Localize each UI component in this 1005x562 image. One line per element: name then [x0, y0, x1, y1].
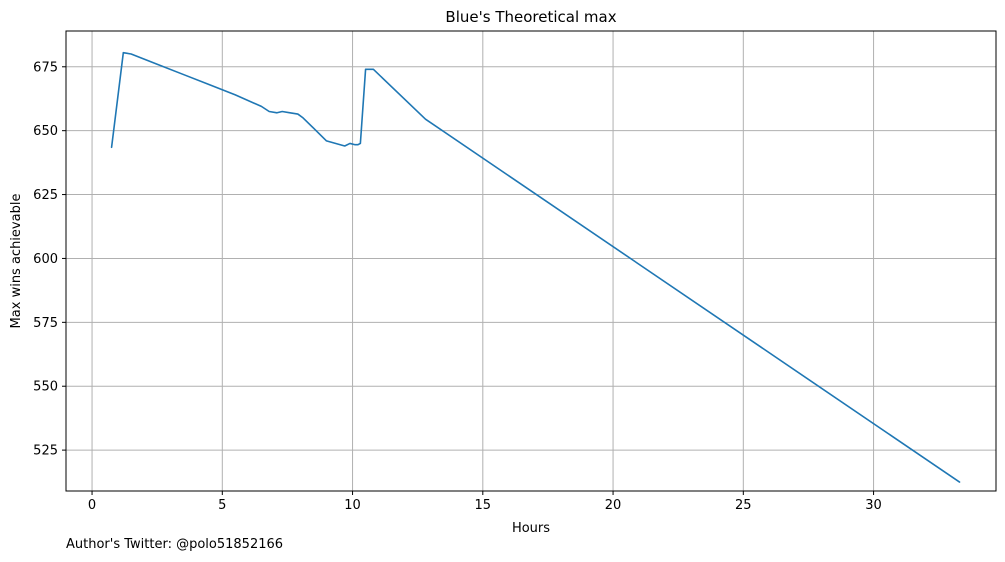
plot-frame: [65, 30, 997, 492]
y-axis: 525 550 575 600 625 650 675: [33, 60, 66, 459]
series-line: [110, 51, 961, 483]
x-axis: 0 5 10 15 20 25 30: [88, 491, 882, 513]
y-axis-label: Max wins achievable: [9, 194, 24, 329]
x-axis-label: Hours: [512, 521, 550, 536]
y-tick-label: 600: [33, 252, 58, 267]
x-tick-label: 5: [218, 498, 226, 513]
chart-title: Blue's Theoretical max: [445, 8, 616, 26]
grid: [66, 31, 996, 491]
y-tick-label: 650: [33, 124, 58, 139]
x-tick-label: 10: [344, 498, 361, 513]
x-tick-label: 30: [865, 498, 882, 513]
y-tick-label: 550: [33, 380, 58, 395]
x-tick-label: 25: [735, 498, 752, 513]
y-tick-label: 675: [33, 60, 58, 75]
author-credit: Author's Twitter: @polo51852166: [66, 537, 284, 552]
y-tick-label: 625: [33, 188, 58, 203]
plot-series: [110, 51, 961, 483]
y-tick-label: 575: [33, 316, 58, 331]
x-tick-label: 15: [475, 498, 492, 513]
x-tick-label: 0: [88, 498, 96, 513]
x-tick-label: 20: [605, 498, 622, 513]
y-tick-label: 525: [33, 444, 58, 459]
